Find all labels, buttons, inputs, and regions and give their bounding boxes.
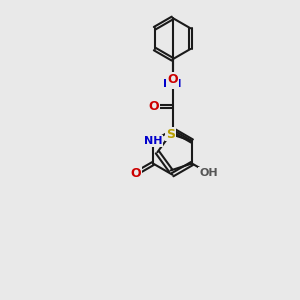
Text: O: O — [130, 167, 141, 180]
Text: S: S — [166, 128, 175, 140]
Text: O: O — [148, 100, 159, 112]
Text: NH: NH — [144, 136, 162, 146]
Text: NH: NH — [163, 79, 182, 88]
Text: O: O — [167, 73, 178, 85]
Text: OH: OH — [199, 168, 218, 178]
